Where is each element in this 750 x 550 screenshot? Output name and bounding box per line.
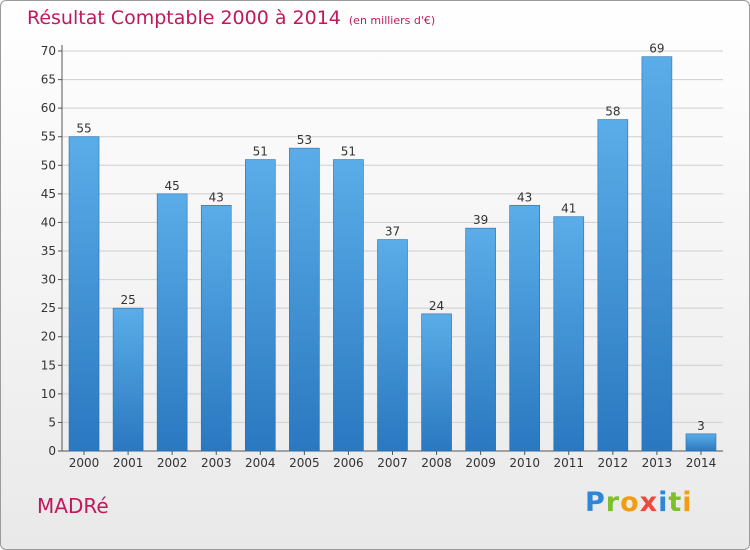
logo-letter: r [605,487,621,518]
bars [68,56,717,452]
y-tick-label: 50 [41,158,56,172]
data-label: 25 [120,293,135,307]
bar [112,307,144,452]
y-tick-label: 25 [41,301,56,315]
x-tick-label: 2000 [69,456,100,470]
bar [377,239,408,452]
y-tick-label: 45 [41,187,56,201]
chart-title-text: Résultat Comptable 2000 à 2014 [27,7,341,29]
y-tick-label: 65 [41,73,56,87]
x-tick-label: 2008 [421,456,452,470]
x-tick-label: 2004 [245,456,276,470]
x-tick-label: 2002 [157,456,188,470]
bar [553,216,585,452]
data-label: 41 [561,202,576,216]
x-tick-label: 2003 [201,456,232,470]
bar [156,193,188,452]
y-tick-label: 15 [41,358,56,372]
bar [245,159,276,452]
x-tick-label: 2009 [465,456,496,470]
logo-letter: i [682,487,693,518]
logo-letter: P [585,487,606,518]
logo-letter: x [639,487,659,518]
data-label: 43 [517,190,532,204]
data-label: 45 [165,179,180,193]
data-label: 37 [385,225,400,239]
x-tick-label: 2012 [598,456,629,470]
bar [200,204,232,452]
data-label: 51 [253,145,268,159]
logo-letter: o [620,487,640,518]
y-tick-label: 70 [41,44,56,58]
x-tick-label: 2014 [686,456,717,470]
data-label: 69 [649,42,664,56]
y-tick-label: 40 [41,215,56,229]
y-tick-label: 5 [48,415,56,429]
chart-subtitle: (en milliers d'€) [348,14,436,27]
x-tick-label: 2011 [553,456,584,470]
x-tick-label: 2005 [289,456,320,470]
bar [421,313,452,452]
bar [641,56,673,452]
x-tick-label: 2013 [642,456,673,470]
chart-title: Résultat Comptable 2000 à 2014 (en millie… [27,7,435,29]
y-tick-label: 55 [41,130,56,144]
y-tick-label: 60 [41,101,56,115]
y-tick-label: 20 [41,330,56,344]
bar [597,119,629,452]
labels: 2000 55 2001 25 2002 45 2003 43 2004 51 2005 53 2006… [69,42,716,470]
data-label: 58 [605,105,620,119]
town-name: MADRé [37,494,109,518]
data-label: 3 [697,419,705,433]
x-tick-label: 2001 [113,456,144,470]
data-label: 53 [297,133,312,147]
bar [289,147,320,452]
data-label: 24 [429,299,444,313]
bar [685,433,717,452]
logo-letter: i [658,487,669,518]
y-tick-label: 30 [41,273,56,287]
logo-letter: t [668,487,683,518]
proxiti-logo: Proxiti [585,487,693,518]
bar [68,136,100,452]
data-label: 51 [341,145,356,159]
data-label: 39 [473,213,488,227]
y-tick-label: 35 [41,244,56,258]
bar [333,159,364,452]
x-tick-label: 2007 [377,456,408,470]
bar [509,204,541,452]
y-tick-label: 10 [41,387,56,401]
x-tick-label: 2006 [333,456,364,470]
y-tick-label: 0 [48,444,56,458]
bar [465,227,496,452]
x-tick-label: 2010 [509,456,540,470]
data-label: 43 [209,190,224,204]
data-label: 55 [76,122,91,136]
